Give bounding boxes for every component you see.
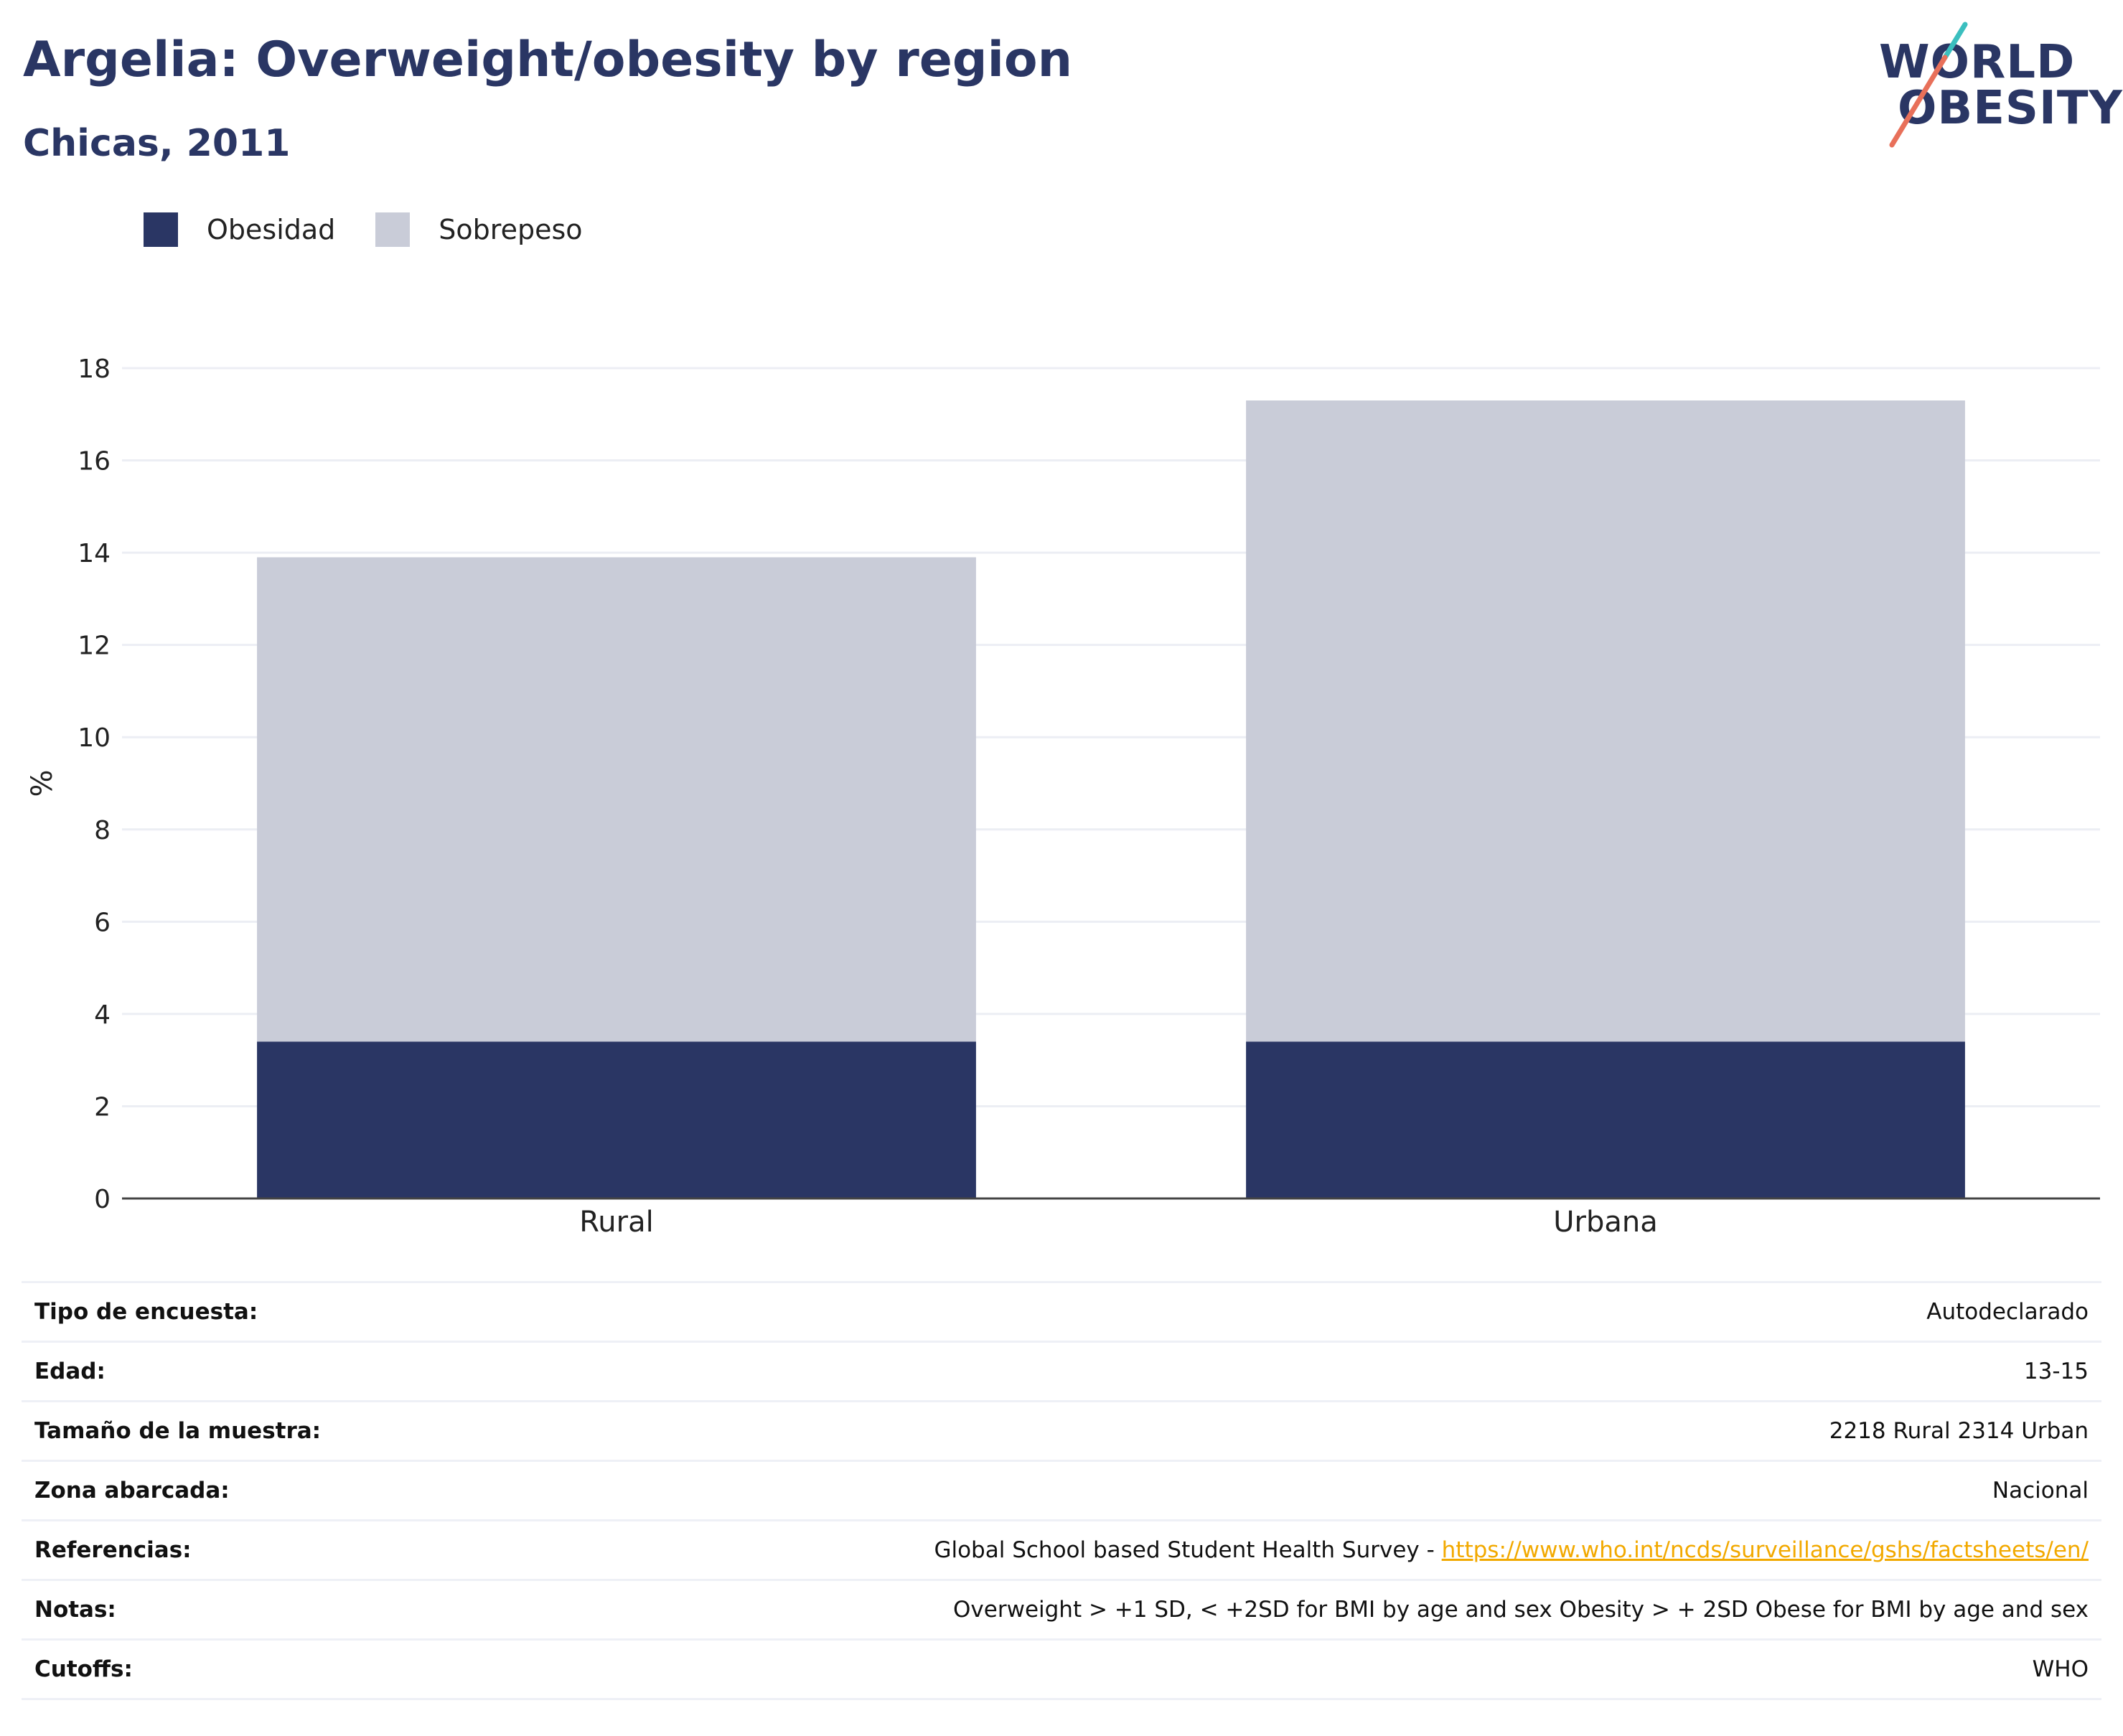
metadata-value: Overweight > +1 SD, < +2SD for BMI by ag… — [953, 1597, 2089, 1623]
y-tick-label: 8 — [94, 816, 111, 845]
bar-overweight-rural — [257, 557, 976, 1042]
y-tick-label: 12 — [78, 632, 111, 661]
bar-overweight-urbana — [1246, 400, 1965, 1042]
y-tick-label: 4 — [94, 1000, 111, 1030]
metadata-value: Global School based Student Health Surve… — [934, 1537, 2089, 1563]
metadata-label: Tipo de encuesta: — [34, 1299, 258, 1325]
legend: Obesidad Sobrepeso — [144, 212, 623, 247]
legend-item-obesity[interactable]: Obesidad — [144, 212, 335, 247]
world-obesity-logo: WORLD OBESITY — [1873, 22, 2122, 151]
x-category-label: Rural — [579, 1206, 653, 1239]
chart-subtitle: Chicas, 2011 — [23, 122, 291, 165]
legend-swatch-overweight — [375, 212, 411, 247]
y-tick-label: 10 — [78, 723, 111, 753]
metadata-value-text: Global School based Student Health Surve… — [934, 1537, 1442, 1563]
metadata-row: Cutoffs: WHO — [22, 1641, 2101, 1700]
metadata-row: Tamaño de la muestra: 2218 Rural 2314 Urb… — [22, 1402, 2101, 1462]
y-tick-label: 16 — [78, 447, 111, 477]
y-tick-label: 0 — [94, 1185, 111, 1214]
metadata-value-text: WHO — [2032, 1656, 2089, 1682]
bar-obesity-urbana — [1246, 1041, 1965, 1198]
metadata-row: Zona abarcada: Nacional — [22, 1462, 2101, 1521]
legend-label-overweight: Sobrepeso — [439, 214, 583, 245]
metadata-value-text: Nacional — [1992, 1478, 2089, 1503]
metadata-label: Notas: — [34, 1597, 116, 1623]
legend-swatch-obesity — [144, 212, 178, 247]
metadata-value: 2218 Rural 2314 Urban — [1829, 1418, 2089, 1444]
metadata-value-text: Autodeclarado — [1926, 1299, 2089, 1325]
x-category-label: Urbana — [1553, 1206, 1658, 1239]
metadata-label: Tamaño de la muestra: — [34, 1418, 322, 1444]
metadata-value-text: 13-15 — [2023, 1359, 2089, 1384]
y-tick-label: 6 — [94, 908, 111, 937]
stacked-bar-chart: 0 2 4 6 8 10 12 14 16 18% Rural Urbana — [26, 355, 2100, 1239]
metadata-value: WHO — [2033, 1656, 2089, 1682]
chart-title: Argelia: Overweight/obesity by region — [23, 32, 1073, 88]
y-tick-label: 2 — [94, 1092, 111, 1122]
metadata-label: Cutoffs: — [34, 1656, 133, 1682]
logo-line-2: OBESITY — [1898, 82, 2123, 135]
survey-metadata-table: Tipo de encuesta: Autodeclarado Edad: 13-15… — [22, 1281, 2101, 1700]
metadata-value: Autodeclarado — [1926, 1299, 2089, 1325]
metadata-value-text: 2218 Rural 2314 Urban — [1829, 1418, 2089, 1444]
bar-obesity-rural — [257, 1041, 976, 1198]
metadata-row: Tipo de encuesta: Autodeclarado — [22, 1283, 2101, 1343]
metadata-value: Nacional — [1992, 1478, 2089, 1503]
y-tick-label: 18 — [78, 355, 111, 384]
legend-label-obesity: Obesidad — [207, 214, 336, 245]
metadata-label: Zona abarcada: — [34, 1478, 230, 1503]
logo-slash-icon — [1889, 22, 1968, 148]
reference-link[interactable]: https://www.who.int/ncds/surveillance/gs… — [1441, 1537, 2089, 1563]
metadata-label: Referencias: — [34, 1537, 192, 1563]
y-tick-label: 14 — [78, 539, 111, 568]
y-axis-title: % — [26, 769, 59, 797]
metadata-row: Notas: Overweight > +1 SD, < +2SD for BMI… — [22, 1581, 2101, 1641]
metadata-label: Edad: — [34, 1359, 106, 1384]
metadata-value-text: Overweight > +1 SD, < +2SD for BMI by ag… — [953, 1597, 2089, 1623]
legend-item-overweight[interactable]: Sobrepeso — [375, 212, 583, 247]
logo-line-1: WORLD — [1879, 36, 2076, 89]
metadata-row: Referencias: Global School based Student … — [22, 1521, 2101, 1581]
metadata-value: 13-15 — [2024, 1359, 2089, 1384]
metadata-row: Edad: 13-15 — [22, 1343, 2101, 1402]
